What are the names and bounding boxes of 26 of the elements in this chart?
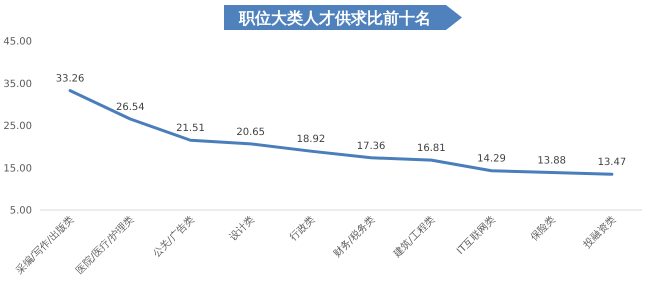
data-label: 20.65 [236, 126, 266, 138]
x-tick-label: 保险类 [528, 214, 558, 244]
y-tick-label: 15.00 [3, 163, 32, 174]
x-tick-label: 建筑/工程类 [390, 214, 438, 261]
data-label: 33.26 [56, 74, 84, 85]
data-label: 14.29 [477, 154, 506, 165]
y-tick-label: 25.00 [3, 121, 32, 132]
x-tick-label: 医院/医疗/护理类 [74, 214, 136, 276]
x-tick-label: 采编/写作/出版类 [13, 214, 76, 276]
x-tick-label: IT互联网类 [454, 214, 498, 257]
chart-title: 职位大类人才供求比前十名 [238, 8, 431, 28]
x-tick-label: 设计类 [227, 214, 257, 244]
x-tick-label: 公关/广告类 [150, 214, 197, 260]
data-label: 13.88 [537, 155, 566, 166]
x-tick-label: 行政类 [287, 214, 318, 244]
x-tick-label: 投融资类 [580, 214, 618, 252]
x-tick-label: 财务/税务类 [330, 214, 378, 260]
data-label: 17.36 [356, 140, 386, 152]
data-label: 21.51 [176, 123, 205, 134]
data-label: 16.81 [416, 143, 446, 154]
data-label: 18.92 [296, 134, 326, 146]
y-tick-label: 35.00 [3, 78, 32, 90]
data-label: 13.47 [598, 157, 626, 168]
y-tick-label: 45.00 [3, 36, 32, 48]
y-tick-label: 5.00 [10, 206, 32, 216]
data-label: 26.54 [116, 102, 145, 113]
